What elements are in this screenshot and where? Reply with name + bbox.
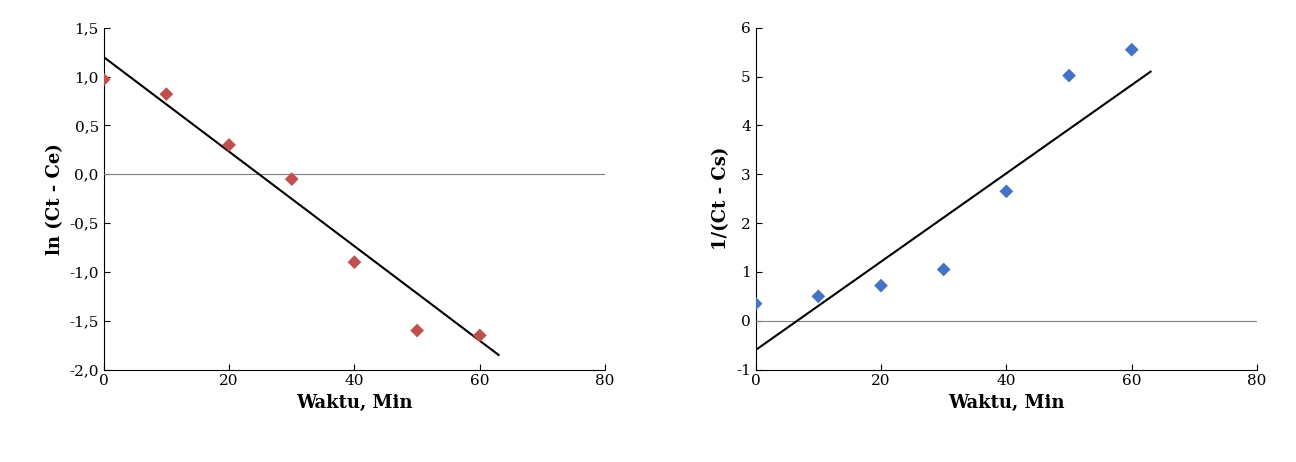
Point — [219, 141, 240, 149]
Point — [281, 176, 302, 183]
Point — [745, 300, 766, 307]
Point — [933, 266, 954, 273]
Point — [156, 91, 176, 98]
Point — [93, 76, 114, 83]
Point — [807, 292, 828, 300]
X-axis label: Waktu, Min: Waktu, Min — [949, 394, 1064, 412]
Point — [871, 282, 892, 289]
Point — [997, 188, 1017, 195]
Point — [1059, 72, 1080, 79]
Point — [343, 258, 364, 266]
X-axis label: Waktu, Min: Waktu, Min — [297, 394, 412, 412]
Point — [407, 327, 428, 334]
Point — [469, 332, 490, 339]
Y-axis label: 1/(Ct - Cs): 1/(Ct - Cs) — [713, 147, 731, 250]
Point — [1121, 46, 1142, 54]
Y-axis label: ln (Ct - Ce): ln (Ct - Ce) — [45, 143, 64, 255]
